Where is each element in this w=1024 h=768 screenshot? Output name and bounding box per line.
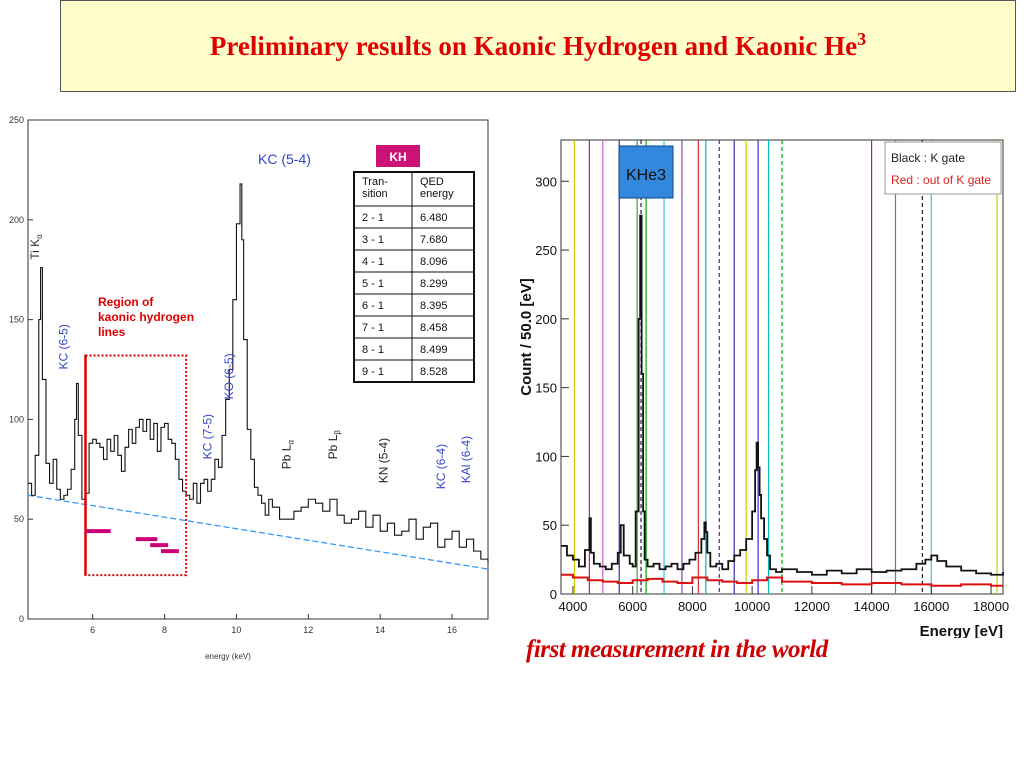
legend-entry: Black : K gate [891,151,965,165]
x-tick-label: 12 [303,625,313,635]
kaonic-helium3-chart: 0 50 100 150 200 250 300 4000 6000 8000 10000 12000… [518,139,1009,638]
y-tick-label: 50 [543,518,557,533]
x-tick-label: 14 [375,625,385,635]
x-tick-label: 16000 [913,599,949,614]
peak-annotation-subscript: α [286,440,295,445]
kh-table-cell: 8.499 [420,344,448,356]
title-main: Preliminary results on Kaonic Hydrogen a… [209,31,858,61]
region-label-line: Region of [98,295,154,309]
kh-table-cell: 8 - 1 [362,344,384,356]
peak-annotation: Pb Lβ [326,430,342,460]
kh-table-cell: 8.395 [420,300,448,312]
page-title: Preliminary results on Kaonic Hydrogen a… [61,29,1015,62]
y-tick-label: 150 [9,315,24,325]
kh-table-cell: 2 - 1 [362,212,384,224]
x-tick-label: 8 [162,625,167,635]
kh-table-cell: 5 - 1 [362,278,384,290]
kaonic-hydrogen-chart: 0 50 100 150 200 250 6 8 10 12 14 16 energy (keV) Reg… [9,115,489,661]
peak-annotation: KC (5-4) [258,151,311,167]
y-axis-label: Count / 50.0 [eV] [518,278,535,396]
kh-table-header: energy [420,188,454,200]
legend-entry: Red : out of K gate [891,173,991,187]
khe3-box [618,145,674,199]
peak-annotation-subscript: α [35,234,44,239]
peak-annotation: KC (6-4) [434,444,448,489]
peak-annotation: KN (5-4) [376,438,390,483]
kh-table-cell: 9 - 1 [362,366,384,378]
y-tick-label: 300 [535,174,557,189]
x-tick-label: 18000 [973,599,1009,614]
region-label-line: lines [98,325,126,339]
y-tick-label: 100 [535,449,557,464]
kh-table-cell: 3 - 1 [362,234,384,246]
kh-table-cell: 8.096 [420,256,448,268]
out-of-k-gate-series [561,573,1003,587]
x-tick-label: 10 [231,625,241,635]
x-tick-label: 10000 [734,599,770,614]
kh-badge [376,145,420,167]
title-banner: Preliminary results on Kaonic Hydrogen a… [60,0,1016,92]
y-tick-label: 0 [19,614,24,624]
khe3-label: KHe3 [626,167,666,184]
y-tick-label: 200 [9,215,24,225]
kh-badge-text: KH [389,150,406,164]
caption: first measurement in the world [526,636,828,663]
kh-table-cell: 6.480 [420,212,448,224]
x-tick-label: 16 [447,625,457,635]
peak-annotation: Ti Kα [28,234,44,260]
peak-annotation: KAl (6-4) [459,436,473,483]
x-axis-label: energy (keV) [205,652,251,661]
x-tick-label: 6 [90,625,95,635]
peak-annotation: KC (7-5) [200,414,214,459]
background-baseline [27,494,489,570]
x-tick-label: 6000 [618,599,647,614]
kh-table-cell: 4 - 1 [362,256,384,268]
y-tick-label: 150 [535,381,557,396]
x-tick-label: 12000 [794,599,830,614]
x-tick-label: 4000 [558,599,587,614]
kh-table-cell: 8.458 [420,322,448,334]
x-axis-label: Energy [eV] [920,623,1003,638]
spectrum-line [28,183,489,564]
peak-annotation: KC (6-5) [57,324,71,369]
y-tick-label: 250 [535,243,557,258]
y-tick-label: 50 [14,514,24,524]
kh-table-cell: 6 - 1 [362,300,384,312]
y-tick-label: 0 [550,587,557,602]
kh-table-header: sition [362,188,388,200]
x-tick-label: 14000 [854,599,890,614]
y-tick-label: 250 [9,115,24,125]
k-gate-series [561,214,1004,576]
kh-table-header: QED [420,176,444,188]
legend-box [884,141,1002,195]
region-label-line: kaonic hydrogen [98,310,194,324]
kh-table-cell: 7 - 1 [362,322,384,334]
kh-table-frame [353,171,475,383]
peak-annotation: Pb Lα [279,440,295,470]
kh-table-cell: 8.528 [420,366,448,378]
y-tick-label: 100 [9,414,24,424]
peak-annotation: KO (6-5) [222,353,236,399]
kh-table-cell: 8.299 [420,278,448,290]
x-tick-label: 8000 [678,599,707,614]
y-tick-label: 200 [535,312,557,327]
kh-table-cell: 7.680 [420,234,448,246]
title-superscript: 3 [857,29,867,49]
kh-table-header: Tran- [362,176,388,188]
peak-annotation-subscript: β [333,430,342,435]
